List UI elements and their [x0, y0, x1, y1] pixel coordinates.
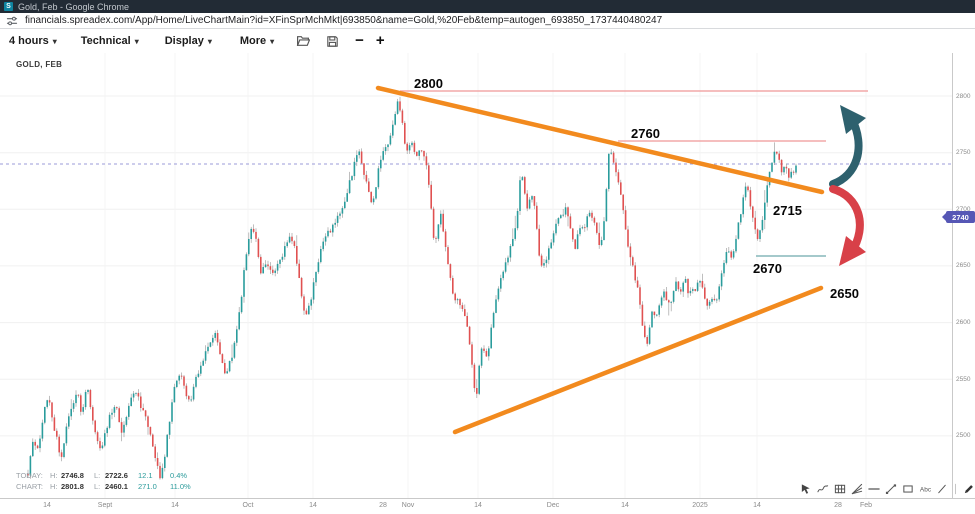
time-axis-label: Sept — [97, 502, 113, 509]
time-axis-label: 14 — [43, 502, 51, 509]
price-axis-label: 2550 — [956, 375, 971, 383]
drawing-toolbar: Abc — [800, 480, 975, 497]
chevron-down-icon: ▾ — [207, 36, 212, 46]
display-dropdown[interactable]: Display ▾ — [165, 35, 212, 47]
chart-area: GOLD, FEB 2800 2760 2715 2670 2650 TODAY: H: 2… — [0, 53, 975, 514]
time-axis-label: 14 — [474, 502, 482, 509]
time-axis-label: Nov — [401, 502, 415, 509]
bearish-scenario-arrow — [829, 185, 866, 266]
diagonal-line-tool-icon[interactable] — [936, 483, 948, 495]
time-axis-label: 14 — [171, 502, 179, 509]
time-axis-label: 14 — [309, 502, 317, 509]
price-axis-label: 2600 — [956, 319, 971, 327]
zoom-out-button[interactable]: − — [355, 32, 364, 49]
current-price-badge: 2740 — [942, 211, 975, 223]
text-tool-icon[interactable]: Abc — [919, 483, 931, 495]
price-axis-label: 2800 — [956, 92, 971, 100]
price-axis-label: 2650 — [956, 262, 971, 270]
pencil-tool-icon[interactable] — [963, 483, 975, 495]
price-info-row: CHART: H: 2801.8 L: 2460.1 271.0 11.0% — [16, 482, 191, 491]
timeframe-dropdown[interactable]: 4 hours ▾ — [9, 35, 57, 47]
time-axis-label: 2025 — [692, 502, 708, 509]
technical-dropdown[interactable]: Technical ▾ — [81, 35, 139, 47]
time-axis[interactable]: 14 Sept 14 Oct 14 28 Nov 14 Dec 14 2025 14 28 Feb — [0, 498, 975, 514]
address-bar[interactable]: financials.spreadex.com/App/Home/LiveCha… — [0, 13, 975, 29]
price-annotation-2670: 2670 — [753, 261, 782, 276]
polyline-tool-icon[interactable] — [817, 483, 829, 495]
price-axis[interactable]: 2800 2750 2700 2650 2600 2550 2500 — [952, 53, 975, 498]
time-axis-label: Feb — [859, 502, 873, 509]
url-text[interactable]: financials.spreadex.com/App/Home/LiveCha… — [25, 15, 663, 26]
window-titlebar: S Gold, Feb - Google Chrome — [0, 0, 975, 13]
pointer-tool-icon[interactable] — [800, 483, 812, 495]
technical-label: Technical — [80, 35, 131, 47]
time-axis-label: 14 — [621, 502, 629, 509]
chevron-down-icon: ▾ — [52, 36, 57, 46]
open-chart-icon[interactable] — [296, 34, 311, 48]
spreadex-logo-icon: S — [4, 2, 13, 11]
time-axis-label: 28 — [834, 502, 842, 509]
candlestick-chart[interactable] — [0, 53, 952, 498]
price-annotation-2650: 2650 — [830, 286, 859, 301]
price-axis-label: 2500 — [956, 432, 971, 440]
time-axis-label: Oct — [242, 502, 254, 509]
toolbar-divider — [953, 483, 958, 495]
time-axis-label: 28 — [379, 502, 387, 509]
price-annotation-2715: 2715 — [773, 203, 802, 218]
price-annotation-2760: 2760 — [631, 126, 660, 141]
timeframe-label: 4 hours — [9, 35, 49, 47]
more-label: More — [239, 35, 267, 47]
price-info-panel: TODAY: H: 2746.8 L: 2722.6 12.1 0.4% CHART: H: 28… — [16, 470, 202, 492]
site-settings-icon[interactable] — [6, 15, 18, 27]
display-label: Display — [164, 35, 204, 47]
svg-text:Abc: Abc — [920, 486, 931, 493]
chart-toolbar: 4 hours ▾ Technical ▾ Display ▾ More ▾ −… — [0, 29, 975, 54]
price-axis-label: 2750 — [956, 149, 971, 157]
rectangle-tool-icon[interactable] — [902, 483, 914, 495]
fan-tool-icon[interactable] — [851, 483, 863, 495]
price-info-row: TODAY: H: 2746.8 L: 2722.6 12.1 0.4% — [16, 471, 188, 480]
zoom-in-button[interactable]: + — [375, 32, 385, 49]
chevron-down-icon: ▾ — [134, 36, 139, 46]
price-axis-label: 2700 — [956, 205, 971, 213]
window-title: Gold, Feb - Google Chrome — [18, 1, 130, 12]
time-axis-label: Dec — [546, 502, 560, 509]
time-axis-label: 14 — [753, 502, 761, 509]
symbol-label: GOLD, FEB — [16, 60, 63, 69]
save-chart-icon[interactable] — [326, 35, 339, 48]
chevron-down-icon: ▾ — [270, 36, 275, 46]
trend-line-tool-icon[interactable] — [885, 483, 897, 495]
more-dropdown[interactable]: More ▾ — [240, 35, 274, 47]
horizontal-line-tool-icon[interactable] — [868, 483, 880, 495]
price-annotation-2800: 2800 — [414, 76, 443, 91]
bullish-scenario-arrow — [829, 105, 866, 188]
grid-tool-icon[interactable] — [834, 483, 846, 495]
